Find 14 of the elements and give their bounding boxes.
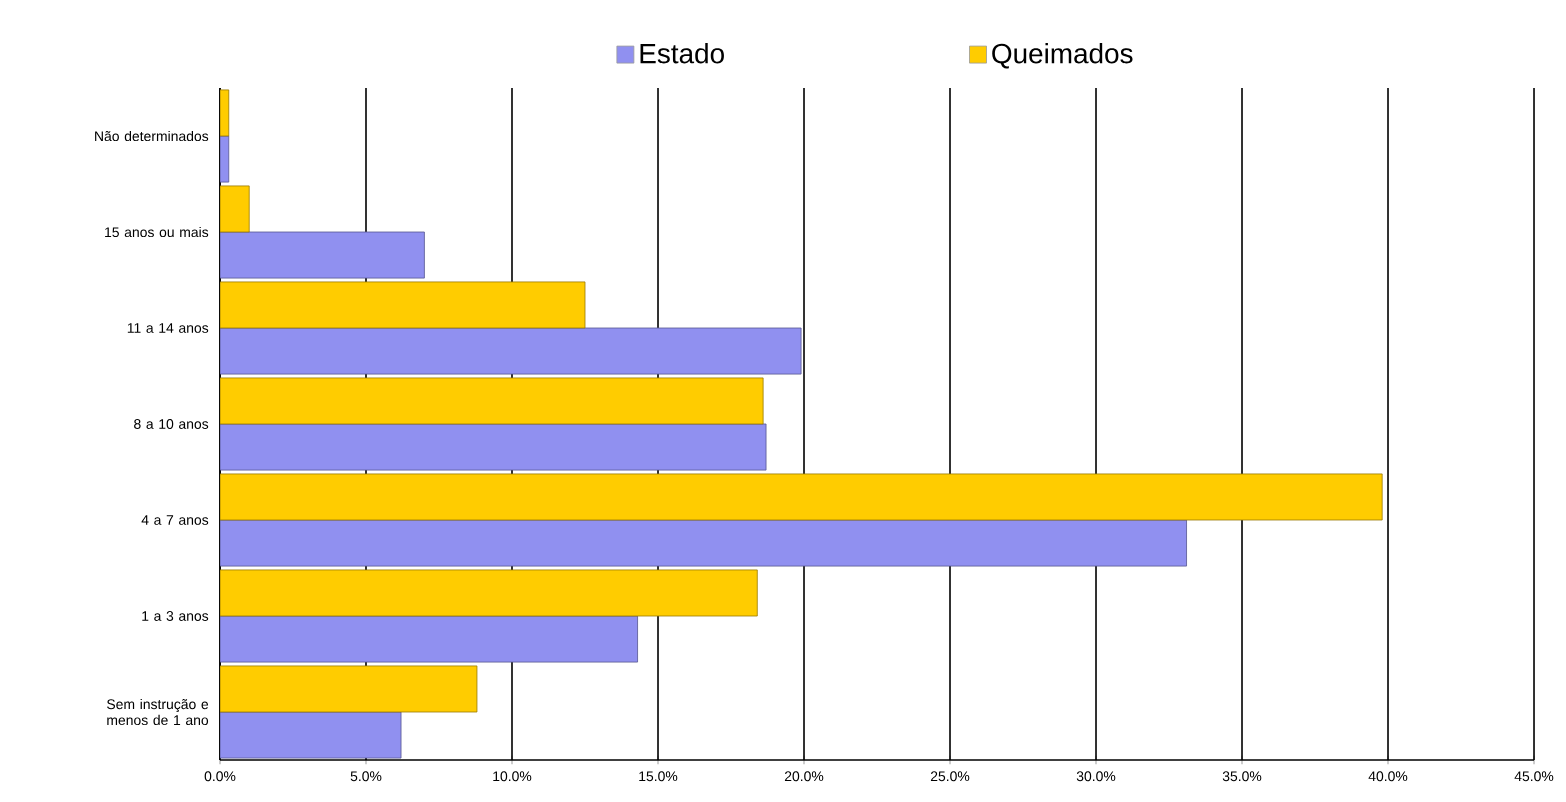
bar: [220, 569, 758, 617]
bar: [220, 377, 764, 425]
bar: [220, 327, 802, 375]
bar: [220, 185, 250, 233]
bar: [220, 711, 402, 759]
bar: [220, 231, 425, 279]
legend-label: Queimados: [992, 42, 1133, 69]
legend-label: Estado: [640, 42, 724, 64]
bar: [220, 665, 478, 713]
bar: [220, 473, 1383, 521]
bar: [220, 519, 1187, 567]
bar: [220, 281, 586, 329]
bar: [220, 615, 638, 663]
bar: [220, 423, 767, 471]
